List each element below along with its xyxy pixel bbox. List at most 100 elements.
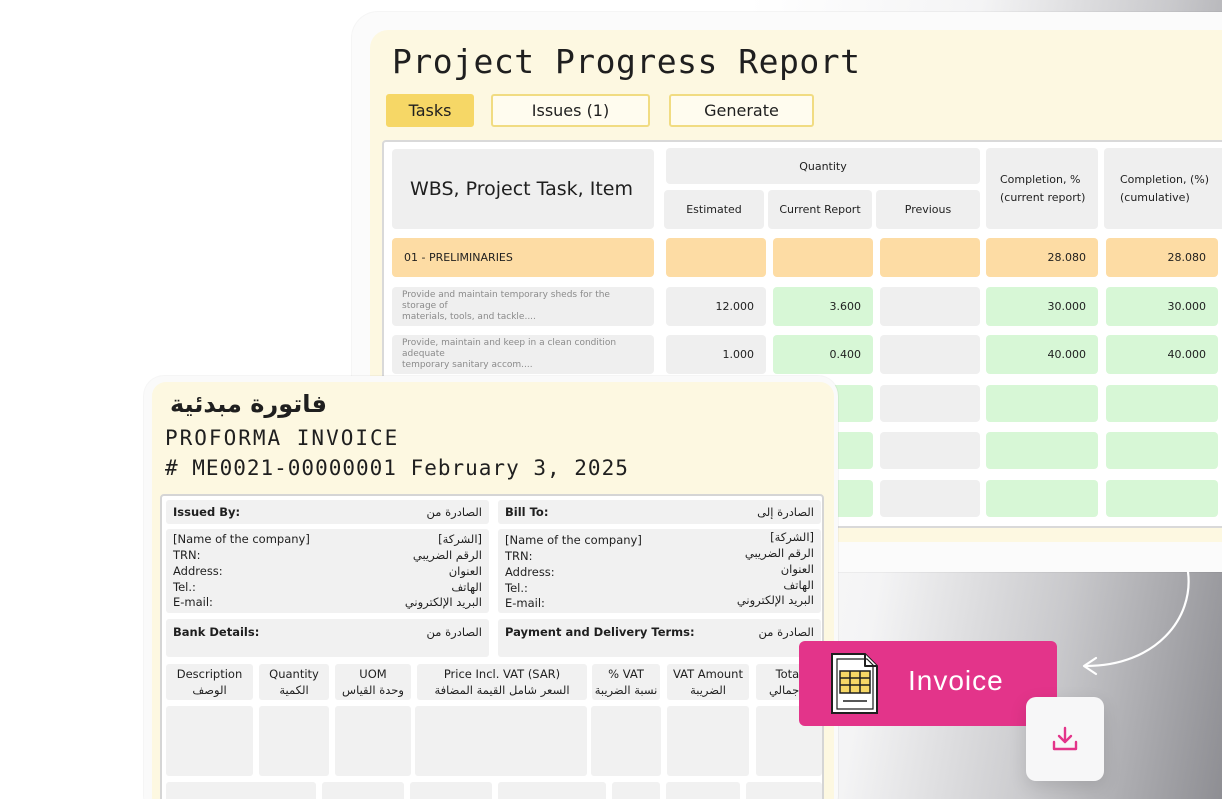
report-card: Project Progress Report Tasks Issues (1)… — [370, 30, 1222, 542]
cell-uom[interactable] — [335, 706, 411, 776]
col-total-en: Total — [775, 667, 803, 681]
invoice-badge-label: Invoice — [908, 665, 1004, 696]
tel-label-ar: الهاتف — [783, 578, 814, 592]
email-label: E-mail: — [173, 595, 213, 609]
cell-vat-percent[interactable] — [591, 706, 661, 776]
bank-details-label-ar: الصادرة من — [426, 625, 482, 639]
download-button[interactable] — [1026, 697, 1104, 781]
col-quantity-ar: الكمية — [279, 683, 309, 697]
footer-cell — [498, 782, 606, 799]
cell-price[interactable] — [415, 706, 587, 776]
row-completion-cumulative — [1106, 480, 1218, 517]
download-icon — [1052, 726, 1078, 751]
header-estimated: Estimated — [664, 190, 764, 229]
company-label-ar: [الشركة] — [438, 532, 482, 546]
row-desc-l1: Provide and maintain temporary sheds for… — [402, 290, 610, 311]
col-price: Price Incl. VAT (SAR) السعر شامل القيمة ا… — [417, 664, 587, 700]
header-item: WBS, Project Task, Item — [392, 149, 654, 229]
header-completion-cum-l1: Completion, (%) — [1120, 172, 1210, 186]
col-vat-percent-en: % VAT — [608, 667, 644, 681]
row-estimated[interactable]: 12.000 — [666, 287, 766, 326]
section-previous — [880, 238, 980, 277]
col-vat-percent: % VAT نسبة الضريبة — [592, 664, 660, 700]
row-completion-current — [986, 480, 1098, 517]
payment-terms-label-ar: الصادرة من — [758, 625, 814, 639]
col-vat-percent-ar: نسبة الضريبة — [594, 683, 658, 697]
row-previous[interactable] — [880, 480, 980, 517]
trn-label: TRN: — [505, 549, 533, 563]
row-completion-cumulative: 30.000 — [1106, 287, 1218, 326]
invoice-title-arabic: فاتورة مبدئية — [170, 390, 328, 418]
row-completion-current: 30.000 — [986, 287, 1098, 326]
row-desc-l2: temporary sanitary accom.... — [402, 360, 533, 370]
row-previous[interactable] — [880, 287, 980, 326]
header-completion-current-l2: (current report) — [1000, 190, 1086, 204]
tel-label: Tel.: — [505, 581, 528, 595]
email-label-ar: البريد الإلكتروني — [736, 593, 814, 607]
header-completion-cum-l2: (cumulative) — [1120, 190, 1190, 204]
address-label-ar: العنوان — [448, 564, 482, 578]
cell-description[interactable] — [166, 706, 253, 776]
invoice-badge[interactable]: Invoice — [799, 641, 1057, 726]
company-label: [Name of the company] — [505, 533, 642, 547]
section-current — [773, 238, 873, 277]
row-description[interactable]: Provide and maintain temporary sheds for… — [392, 287, 654, 326]
cell-vat-amount[interactable] — [667, 706, 749, 776]
row-previous[interactable] — [880, 385, 980, 422]
col-price-ar: السعر شامل القيمة المضافة — [434, 683, 570, 697]
row-current[interactable]: 0.400 — [773, 335, 873, 374]
row-completion-current: 40.000 — [986, 335, 1098, 374]
email-label: E-mail: — [505, 596, 545, 610]
invoice-card: فاتورة مبدئية PROFORMA INVOICE # ME0021-… — [152, 382, 834, 799]
footer-cell — [746, 782, 822, 799]
row-desc-l2: materials, tools, and tackle.... — [402, 312, 536, 322]
issued-by-details[interactable]: [Name of the company] [الشركة] TRN: الرقم … — [166, 529, 489, 613]
cell-quantity[interactable] — [259, 706, 329, 776]
col-description: Description الوصف — [166, 664, 253, 700]
tab-tasks[interactable]: Tasks — [386, 94, 474, 127]
company-label-ar: [الشركة] — [770, 530, 814, 544]
row-completion-current — [986, 432, 1098, 469]
address-label-ar: العنوان — [780, 562, 814, 576]
tab-issues[interactable]: Issues (1) — [491, 94, 650, 127]
row-estimated[interactable]: 1.000 — [666, 335, 766, 374]
section-name[interactable]: 01 - PRELIMINARIES — [392, 238, 654, 277]
row-previous[interactable] — [880, 432, 980, 469]
footer-cell — [612, 782, 660, 799]
trn-label: TRN: — [173, 548, 201, 562]
row-completion-cumulative — [1106, 385, 1218, 422]
header-quantity: Quantity — [666, 148, 980, 184]
bill-to-details[interactable]: [Name of the company] [الشركة] TRN: الرقم … — [498, 529, 821, 613]
issued-by-header: Issued By: الصادرة من — [166, 500, 489, 524]
issued-by-label-ar: الصادرة من — [426, 505, 482, 519]
invoice-number-date: # ME0021-00000001 February 3, 2025 — [165, 456, 629, 480]
section-completion-cumulative: 28.080 — [1106, 238, 1218, 277]
footer-cell — [322, 782, 404, 799]
invoice-title: PROFORMA INVOICE — [165, 426, 400, 450]
bank-details[interactable]: Bank Details: الصادرة من — [166, 619, 489, 657]
col-description-en: Description — [176, 667, 243, 681]
bill-to-label: Bill To: — [505, 505, 549, 519]
header-completion-current: Completion, % (current report) — [986, 148, 1098, 229]
address-label: Address: — [173, 564, 223, 578]
invoice-body: Issued By: الصادرة من [Name of the compa… — [160, 494, 824, 799]
tab-generate[interactable]: Generate — [669, 94, 814, 127]
row-completion-current — [986, 385, 1098, 422]
col-uom-ar: وحدة القياس — [342, 683, 404, 697]
address-label: Address: — [505, 565, 555, 579]
tasks-table: WBS, Project Task, Item Quantity Estimat… — [382, 140, 1222, 528]
row-previous[interactable] — [880, 335, 980, 374]
curved-arrow-icon — [1082, 570, 1190, 676]
bill-to-label-ar: الصادرة إلى — [757, 505, 814, 519]
footer-cell — [410, 782, 492, 799]
section-completion-current: 28.080 — [986, 238, 1098, 277]
bank-details-label: Bank Details: — [173, 625, 260, 639]
row-completion-cumulative — [1106, 432, 1218, 469]
company-label: [Name of the company] — [173, 532, 310, 546]
footer-cell — [166, 782, 316, 799]
payment-terms[interactable]: Payment and Delivery Terms: الصادرة من — [498, 619, 821, 657]
tel-label: Tel.: — [173, 580, 196, 594]
row-current[interactable]: 3.600 — [773, 287, 873, 326]
row-completion-cumulative: 40.000 — [1106, 335, 1218, 374]
row-description[interactable]: Provide, maintain and keep in a clean co… — [392, 335, 654, 374]
